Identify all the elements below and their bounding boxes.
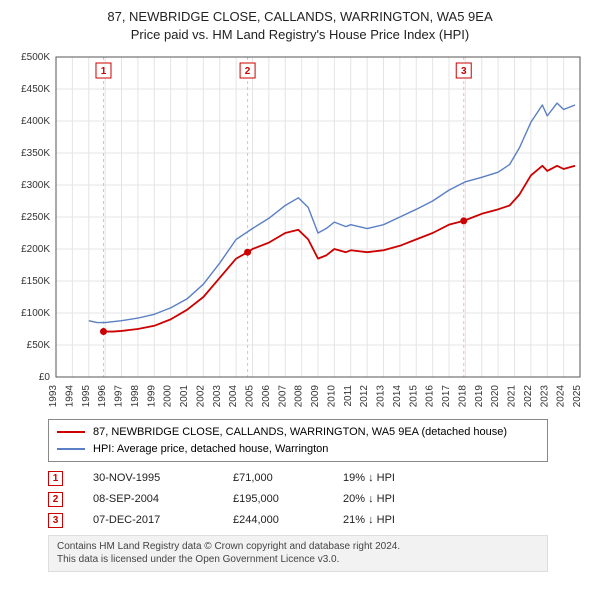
title-block: 87, NEWBRIDGE CLOSE, CALLANDS, WARRINGTO… <box>8 8 592 43</box>
svg-text:2011: 2011 <box>343 385 354 407</box>
svg-text:1999: 1999 <box>146 385 157 408</box>
svg-text:2013: 2013 <box>376 385 387 408</box>
svg-text:2016: 2016 <box>425 385 436 408</box>
svg-text:£250K: £250K <box>21 212 50 223</box>
chart-svg: £0 £50K £100K £150K £200K £250K £300K £350K £400… <box>8 49 592 413</box>
svg-text:1993: 1993 <box>48 385 59 408</box>
attribution-line-2: This data is licensed under the Open Gov… <box>57 553 539 567</box>
svg-text:2010: 2010 <box>326 385 337 408</box>
marker-date: 30-NOV-1995 <box>93 468 203 489</box>
svg-text:£150K: £150K <box>21 276 50 287</box>
svg-text:1997: 1997 <box>114 385 125 408</box>
svg-text:2022: 2022 <box>523 385 534 408</box>
svg-text:2015: 2015 <box>408 385 419 408</box>
svg-text:£0: £0 <box>39 372 51 383</box>
svg-text:£500K: £500K <box>21 52 50 63</box>
svg-text:2021: 2021 <box>507 385 518 408</box>
svg-text:£50K: £50K <box>27 340 51 351</box>
legend-label: HPI: Average price, detached house, Warr… <box>93 441 328 458</box>
svg-text:£450K: £450K <box>21 84 50 95</box>
svg-text:£400K: £400K <box>21 116 50 127</box>
svg-text:2002: 2002 <box>195 385 206 408</box>
svg-text:2020: 2020 <box>490 385 501 408</box>
svg-text:2003: 2003 <box>212 385 223 408</box>
marker-row: 1 30-NOV-1995 £71,000 19% ↓ HPI <box>48 468 592 489</box>
svg-text:1994: 1994 <box>64 385 75 408</box>
svg-text:2024: 2024 <box>556 385 567 408</box>
svg-text:2006: 2006 <box>261 385 272 408</box>
svg-text:1998: 1998 <box>130 385 141 408</box>
svg-text:1995: 1995 <box>81 385 92 408</box>
svg-text:2014: 2014 <box>392 385 403 408</box>
title-line-2: Price paid vs. HM Land Registry's House … <box>8 26 592 44</box>
svg-text:2025: 2025 <box>572 385 583 408</box>
svg-text:1996: 1996 <box>97 385 108 408</box>
marker-badge: 3 <box>48 513 63 528</box>
marker-price: £71,000 <box>233 468 313 489</box>
svg-text:2007: 2007 <box>277 385 288 408</box>
chart-area: £0 £50K £100K £150K £200K £250K £300K £350K £400… <box>8 49 592 413</box>
svg-text:2: 2 <box>245 66 251 77</box>
svg-text:2005: 2005 <box>245 385 256 408</box>
svg-text:2017: 2017 <box>441 385 452 408</box>
svg-text:2009: 2009 <box>310 385 321 408</box>
marker-row: 2 08-SEP-2004 £195,000 20% ↓ HPI <box>48 489 592 510</box>
marker-price: £244,000 <box>233 510 313 531</box>
svg-text:£100K: £100K <box>21 308 50 319</box>
svg-text:£350K: £350K <box>21 148 50 159</box>
attribution-line-1: Contains HM Land Registry data © Crown c… <box>57 540 539 554</box>
legend-row: 87, NEWBRIDGE CLOSE, CALLANDS, WARRINGTO… <box>57 424 539 441</box>
svg-text:2004: 2004 <box>228 385 239 408</box>
legend-box: 87, NEWBRIDGE CLOSE, CALLANDS, WARRINGTO… <box>48 419 548 462</box>
marker-hpi: 21% ↓ HPI <box>343 510 443 531</box>
marker-table: 1 30-NOV-1995 £71,000 19% ↓ HPI 2 08-SEP-2004… <box>48 468 592 531</box>
legend-swatch <box>57 431 85 433</box>
marker-badge: 2 <box>48 492 63 507</box>
marker-price: £195,000 <box>233 489 313 510</box>
marker-date: 07-DEC-2017 <box>93 510 203 531</box>
marker-hpi: 19% ↓ HPI <box>343 468 443 489</box>
svg-text:3: 3 <box>461 66 467 77</box>
chart-container: 87, NEWBRIDGE CLOSE, CALLANDS, WARRINGTO… <box>0 0 600 576</box>
svg-text:2018: 2018 <box>457 385 468 408</box>
legend-swatch <box>57 448 85 450</box>
svg-text:£200K: £200K <box>21 244 50 255</box>
marker-badge: 1 <box>48 471 63 486</box>
svg-text:2019: 2019 <box>474 385 485 408</box>
svg-text:1: 1 <box>101 66 107 77</box>
legend-row: HPI: Average price, detached house, Warr… <box>57 441 539 458</box>
svg-text:2012: 2012 <box>359 385 370 408</box>
svg-text:£300K: £300K <box>21 180 50 191</box>
svg-text:2001: 2001 <box>179 385 190 408</box>
svg-text:2008: 2008 <box>294 385 305 408</box>
legend-label: 87, NEWBRIDGE CLOSE, CALLANDS, WARRINGTO… <box>93 424 507 441</box>
svg-text:2000: 2000 <box>163 385 174 408</box>
title-line-1: 87, NEWBRIDGE CLOSE, CALLANDS, WARRINGTO… <box>8 8 592 26</box>
svg-text:2023: 2023 <box>539 385 550 408</box>
marker-hpi: 20% ↓ HPI <box>343 489 443 510</box>
attribution-box: Contains HM Land Registry data © Crown c… <box>48 535 548 572</box>
marker-row: 3 07-DEC-2017 £244,000 21% ↓ HPI <box>48 510 592 531</box>
marker-date: 08-SEP-2004 <box>93 489 203 510</box>
